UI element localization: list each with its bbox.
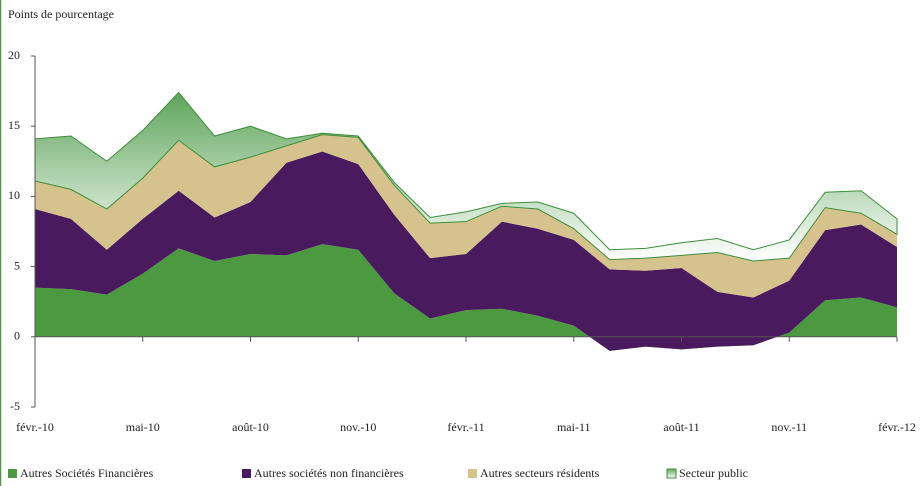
y-tick-label: 15 bbox=[8, 118, 20, 132]
x-tick-label: févr.-10 bbox=[16, 420, 54, 434]
x-tick-label: févr.-11 bbox=[447, 420, 484, 434]
x-tick-label: août-10 bbox=[232, 420, 269, 434]
x-tick-label: nov.-11 bbox=[771, 420, 807, 434]
x-tick-label: mai-10 bbox=[126, 420, 160, 434]
x-tick-label: nov.-10 bbox=[340, 420, 376, 434]
legend-label: Autres sociétés non financières bbox=[254, 466, 404, 480]
legend-swatch bbox=[666, 468, 677, 479]
legend-swatch bbox=[8, 469, 17, 478]
y-tick-label: 10 bbox=[8, 188, 20, 202]
legend-label: Autres Sociétés Financières bbox=[20, 466, 154, 480]
legend-swatch bbox=[242, 469, 251, 478]
legend-label: Autres secteurs résidents bbox=[480, 466, 600, 480]
y-tick-label: 20 bbox=[8, 48, 20, 62]
x-tick-label: mai-11 bbox=[557, 420, 591, 434]
area bbox=[34, 91, 898, 262]
y-axis-label: Points de pourcentage bbox=[8, 7, 114, 21]
y-tick-label: -5 bbox=[10, 399, 20, 413]
x-tick-label: févr.-12 bbox=[878, 420, 916, 434]
y-tick-label: 5 bbox=[14, 258, 20, 272]
y-tick-label: 0 bbox=[14, 329, 20, 343]
area bbox=[35, 151, 897, 351]
area bbox=[35, 244, 897, 351]
x-tick-label: août-11 bbox=[663, 420, 699, 434]
legend-swatch bbox=[468, 469, 477, 478]
area bbox=[35, 134, 897, 298]
legend-label: Secteur public bbox=[679, 466, 748, 480]
